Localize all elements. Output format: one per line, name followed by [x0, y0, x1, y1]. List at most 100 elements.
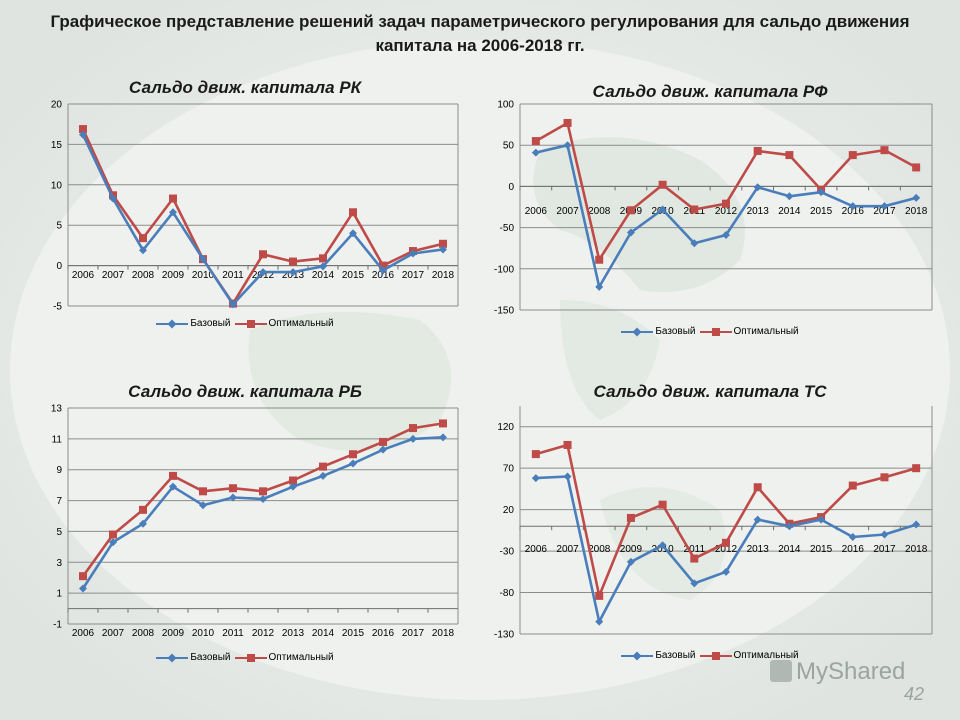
data-point-base — [319, 262, 327, 271]
data-point-base — [595, 617, 604, 626]
chart-legend: Базовый Оптимальный — [480, 650, 940, 664]
x-tick-label: 2015 — [810, 544, 833, 555]
x-tick-label: 2012 — [715, 544, 738, 555]
data-point-base — [439, 245, 447, 254]
y-tick-label: 0 — [508, 182, 514, 193]
chart-rk: Сальдо движ. капитала РК -5 0 5 10 15 20 2006 2… — [20, 76, 470, 344]
x-tick-label: 2007 — [556, 206, 579, 217]
data-point-base — [880, 202, 889, 211]
legend-item: Базовый — [621, 650, 696, 661]
data-point-base — [531, 148, 540, 157]
data-point-optimal — [439, 239, 447, 248]
x-tick-label: 2018 — [432, 270, 455, 281]
data-point-optimal — [722, 199, 730, 208]
x-tick-label: 2013 — [747, 544, 770, 555]
chart-legend: Базовый Оптимальный — [20, 652, 470, 666]
data-point-base — [109, 194, 117, 203]
chart-title: Сальдо движ. капитала РФ — [592, 82, 828, 101]
legend-item: Базовый — [156, 318, 231, 329]
chart-svg: -130 -80 -30 20 70 120 2006 2007 2008 2009 2010 201… — [494, 406, 933, 641]
chart-title: Сальдо движ. капитала РК — [128, 78, 362, 97]
data-point-optimal — [753, 146, 762, 155]
page-title: Графическое представление решений задач … — [50, 12, 910, 55]
watermark-icon — [770, 660, 792, 682]
data-point-base — [439, 433, 447, 442]
x-tick-label: 2008 — [588, 544, 611, 555]
x-tick-label: 2013 — [747, 206, 770, 217]
diamond-marker-icon — [156, 318, 189, 329]
legend-item: Базовый — [156, 652, 231, 663]
data-point-base — [319, 471, 327, 480]
x-tick-label: 2014 — [312, 628, 335, 639]
data-point-optimal — [563, 440, 572, 449]
data-point-optimal — [690, 205, 699, 214]
x-tick-label: 2014 — [778, 544, 801, 555]
data-point-base — [229, 493, 237, 502]
x-tick-label: 2017 — [873, 544, 896, 555]
data-point-optimal — [229, 484, 237, 493]
legend-item: Оптимальный — [699, 326, 799, 337]
data-point-optimal — [658, 180, 667, 189]
x-tick-label: 2007 — [556, 544, 579, 555]
data-point-base — [169, 208, 177, 217]
data-point-optimal — [139, 505, 147, 514]
y-tick-label: 120 — [497, 422, 514, 433]
y-tick-label: 50 — [503, 141, 515, 152]
data-point-optimal — [79, 572, 87, 581]
x-tick-label: 2018 — [432, 628, 455, 639]
legend-label: Базовый — [190, 318, 231, 329]
y-tick-label: 5 — [56, 527, 62, 538]
data-point-optimal — [626, 206, 635, 215]
data-point-base — [79, 130, 87, 139]
chart-legend: Базовый Оптимальный — [20, 318, 470, 332]
data-point-base — [229, 300, 237, 309]
x-tick-label: 2014 — [312, 270, 335, 281]
x-tick-label: 2018 — [905, 206, 928, 217]
x-tick-label: 2009 — [162, 628, 185, 639]
chart-svg: -150-100-5005010020062007200820092010201… — [494, 100, 933, 317]
x-tick-label: 2008 — [132, 628, 155, 639]
x-tick-label: 2016 — [842, 206, 865, 217]
data-point-base — [259, 495, 267, 504]
chart-rb: Сальдо движ. капитала РБ -1 1 3 5 7 9 11 13 2006… — [20, 378, 470, 668]
y-tick-label: 0 — [56, 261, 62, 272]
y-tick-label: 20 — [503, 505, 515, 516]
data-point-optimal — [439, 419, 447, 428]
data-point-optimal — [753, 483, 762, 492]
data-point-base — [79, 584, 87, 593]
x-tick-label: 2018 — [905, 544, 928, 555]
legend-label: Оптимальный — [268, 318, 334, 329]
square-marker-icon — [699, 651, 732, 661]
data-point-base — [563, 141, 572, 150]
data-point-optimal — [848, 481, 857, 490]
data-point-optimal — [912, 163, 921, 172]
watermark-logo: MyShared — [770, 658, 905, 686]
data-point-base — [626, 557, 635, 566]
square-marker-icon — [234, 319, 267, 329]
data-point-base — [531, 474, 540, 483]
x-tick-label: 2016 — [372, 270, 395, 281]
data-point-optimal — [79, 125, 87, 134]
series-line-base — [81, 436, 444, 590]
x-tick-label: 2012 — [252, 628, 275, 639]
x-tick-label: 2015 — [342, 628, 365, 639]
x-tick-label: 2009 — [162, 270, 185, 281]
data-point-base — [169, 482, 177, 491]
x-tick-label: 2009 — [620, 544, 643, 555]
x-tick-label: 2016 — [842, 544, 865, 555]
chart-legend: Базовый Оптимальный — [480, 326, 940, 340]
data-point-optimal — [531, 450, 540, 459]
watermark-text: MyShared — [796, 658, 906, 685]
data-point-base — [912, 520, 921, 529]
data-point-base — [259, 268, 267, 277]
legend-item: Оптимальный — [234, 318, 334, 329]
data-point-base — [109, 538, 117, 547]
data-point-base — [409, 249, 417, 258]
data-point-base — [349, 459, 357, 468]
data-point-optimal — [912, 464, 921, 473]
data-point-base — [848, 202, 857, 211]
x-tick-label: 2017 — [402, 628, 425, 639]
data-point-optimal — [289, 476, 297, 485]
data-point-optimal — [289, 257, 297, 266]
